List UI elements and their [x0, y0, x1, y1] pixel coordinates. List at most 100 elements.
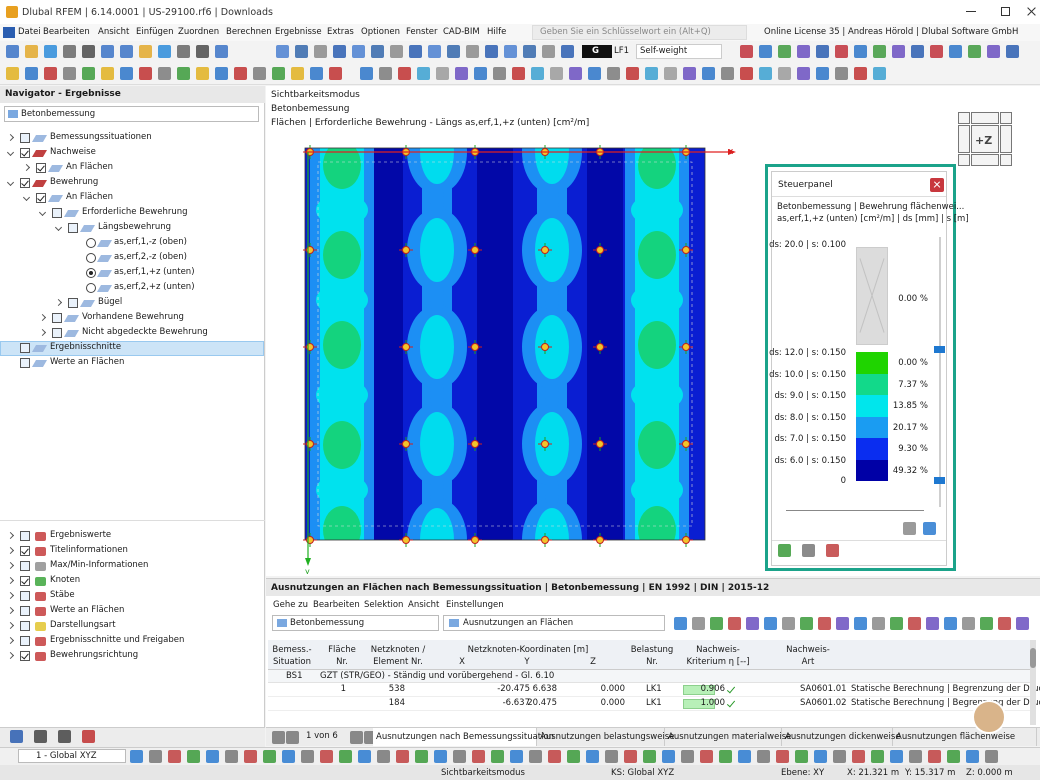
tree-item[interactable]: as,erf,1,-z (oben) [114, 237, 187, 247]
snap-button[interactable] [947, 750, 960, 763]
checkbox[interactable] [20, 591, 30, 601]
toolbar-button[interactable] [968, 45, 981, 58]
tree-item[interactable]: Vorhandene Bewehrung [82, 312, 184, 322]
toolbar-button[interactable] [215, 45, 228, 58]
toolbar-button[interactable] [253, 67, 266, 80]
pager-button[interactable] [272, 731, 285, 744]
tree-item[interactable]: Nachweise [50, 147, 96, 157]
maximize-button[interactable] [1001, 7, 1010, 16]
toolbar-button[interactable] [25, 67, 38, 80]
table-menu-item[interactable]: Einstellungen [446, 600, 504, 610]
checkbox[interactable] [52, 313, 62, 323]
snap-button[interactable] [871, 750, 884, 763]
display-item[interactable]: Max/Min-Informationen [50, 560, 149, 570]
toolbar-button[interactable] [352, 45, 365, 58]
tab[interactable] [537, 728, 665, 746]
toolbar-button[interactable] [854, 45, 867, 58]
cs-dropdown[interactable] [18, 749, 126, 763]
table-menu-item[interactable]: Bearbeiten [313, 600, 360, 610]
toolbar-button[interactable] [371, 45, 384, 58]
snap-button[interactable] [548, 750, 561, 763]
snap-button[interactable] [415, 750, 428, 763]
table-toolbar-button[interactable] [854, 617, 867, 630]
tree-item[interactable]: Längsbewehrung [98, 222, 172, 232]
toolbar-button[interactable] [759, 67, 772, 80]
snap-button[interactable] [301, 750, 314, 763]
toolbar-button[interactable] [390, 45, 403, 58]
checkbox[interactable] [36, 163, 46, 173]
view-cube-face[interactable] [958, 125, 970, 153]
checkbox[interactable] [20, 576, 30, 586]
toolbar-button[interactable] [120, 45, 133, 58]
toolbar-button[interactable] [542, 45, 555, 58]
toolbar-button[interactable] [6, 67, 19, 80]
toolbar-button[interactable] [379, 67, 392, 80]
snap-button[interactable] [890, 750, 903, 763]
snap-button[interactable] [377, 750, 390, 763]
toolbar-button[interactable] [949, 45, 962, 58]
toolbar-button[interactable] [455, 67, 468, 80]
checkbox[interactable] [20, 133, 30, 143]
legend-slider-handle[interactable] [934, 346, 945, 353]
toolbar-button[interactable] [272, 67, 285, 80]
snap-button[interactable] [928, 750, 941, 763]
checkbox[interactable] [20, 621, 30, 631]
view-cube-face[interactable] [1000, 112, 1012, 124]
snap-button[interactable] [149, 750, 162, 763]
menu-item[interactable]: Einfügen [136, 27, 174, 37]
toolbar-button[interactable] [607, 67, 620, 80]
table-toolbar-button[interactable] [818, 617, 831, 630]
snap-button[interactable] [472, 750, 485, 763]
toolbar-button[interactable] [44, 67, 57, 80]
model-view[interactable]: xy [266, 134, 766, 574]
menu-item[interactable]: Zuordnen [178, 27, 220, 37]
snap-button[interactable] [757, 750, 770, 763]
snap-button[interactable] [795, 750, 808, 763]
tree-item[interactable]: Bemessungssituationen [50, 132, 152, 142]
toolbar-button[interactable] [139, 67, 152, 80]
view-cube-face[interactable] [1000, 125, 1012, 153]
snap-button[interactable] [225, 750, 238, 763]
search-box[interactable] [532, 25, 747, 40]
menu-item[interactable]: CAD-BIM [443, 27, 480, 37]
toolbar-button[interactable] [234, 67, 247, 80]
checkbox[interactable] [20, 148, 30, 158]
toolbar-button[interactable] [82, 45, 95, 58]
toolbar-button[interactable] [523, 45, 536, 58]
menu-item[interactable]: Hilfe [487, 27, 507, 37]
display-item[interactable]: Bewehrungsrichtung [50, 650, 139, 660]
checkbox[interactable] [36, 193, 46, 203]
toolbar-button[interactable] [645, 67, 658, 80]
checkbox[interactable] [20, 651, 30, 661]
tab[interactable] [665, 728, 782, 746]
display-item[interactable]: Knoten [50, 575, 81, 585]
view-cube-face[interactable] [971, 112, 999, 124]
toolbar-button[interactable] [911, 45, 924, 58]
toolbar-button[interactable] [683, 67, 696, 80]
table-scroll-thumb[interactable] [1030, 648, 1036, 668]
snap-button[interactable] [358, 750, 371, 763]
toolbar-button[interactable] [139, 45, 152, 58]
toolbar-button[interactable] [428, 45, 441, 58]
snap-button[interactable] [852, 750, 865, 763]
navigator-tab[interactable] [34, 730, 47, 743]
display-item[interactable]: Werte an Flächen [50, 605, 125, 615]
panel-tab[interactable] [802, 544, 815, 557]
toolbar-button[interactable] [447, 45, 460, 58]
tab[interactable] [782, 728, 893, 746]
table-toolbar-button[interactable] [926, 617, 939, 630]
view-cube-face[interactable] [1000, 154, 1012, 166]
checkbox[interactable] [20, 343, 30, 353]
snap-button[interactable] [909, 750, 922, 763]
toolbar-button[interactable] [854, 67, 867, 80]
table-toolbar-button[interactable] [890, 617, 903, 630]
toolbar-button[interactable] [63, 45, 76, 58]
toolbar-button[interactable] [816, 45, 829, 58]
tree-item[interactable]: Erforderliche Bewehrung [82, 207, 188, 217]
module-dropdown[interactable] [272, 615, 439, 631]
snap-button[interactable] [966, 750, 979, 763]
snap-button[interactable] [681, 750, 694, 763]
menu-item[interactable]: Ansicht [98, 27, 130, 37]
snap-button[interactable] [491, 750, 504, 763]
toolbar-button[interactable] [329, 67, 342, 80]
